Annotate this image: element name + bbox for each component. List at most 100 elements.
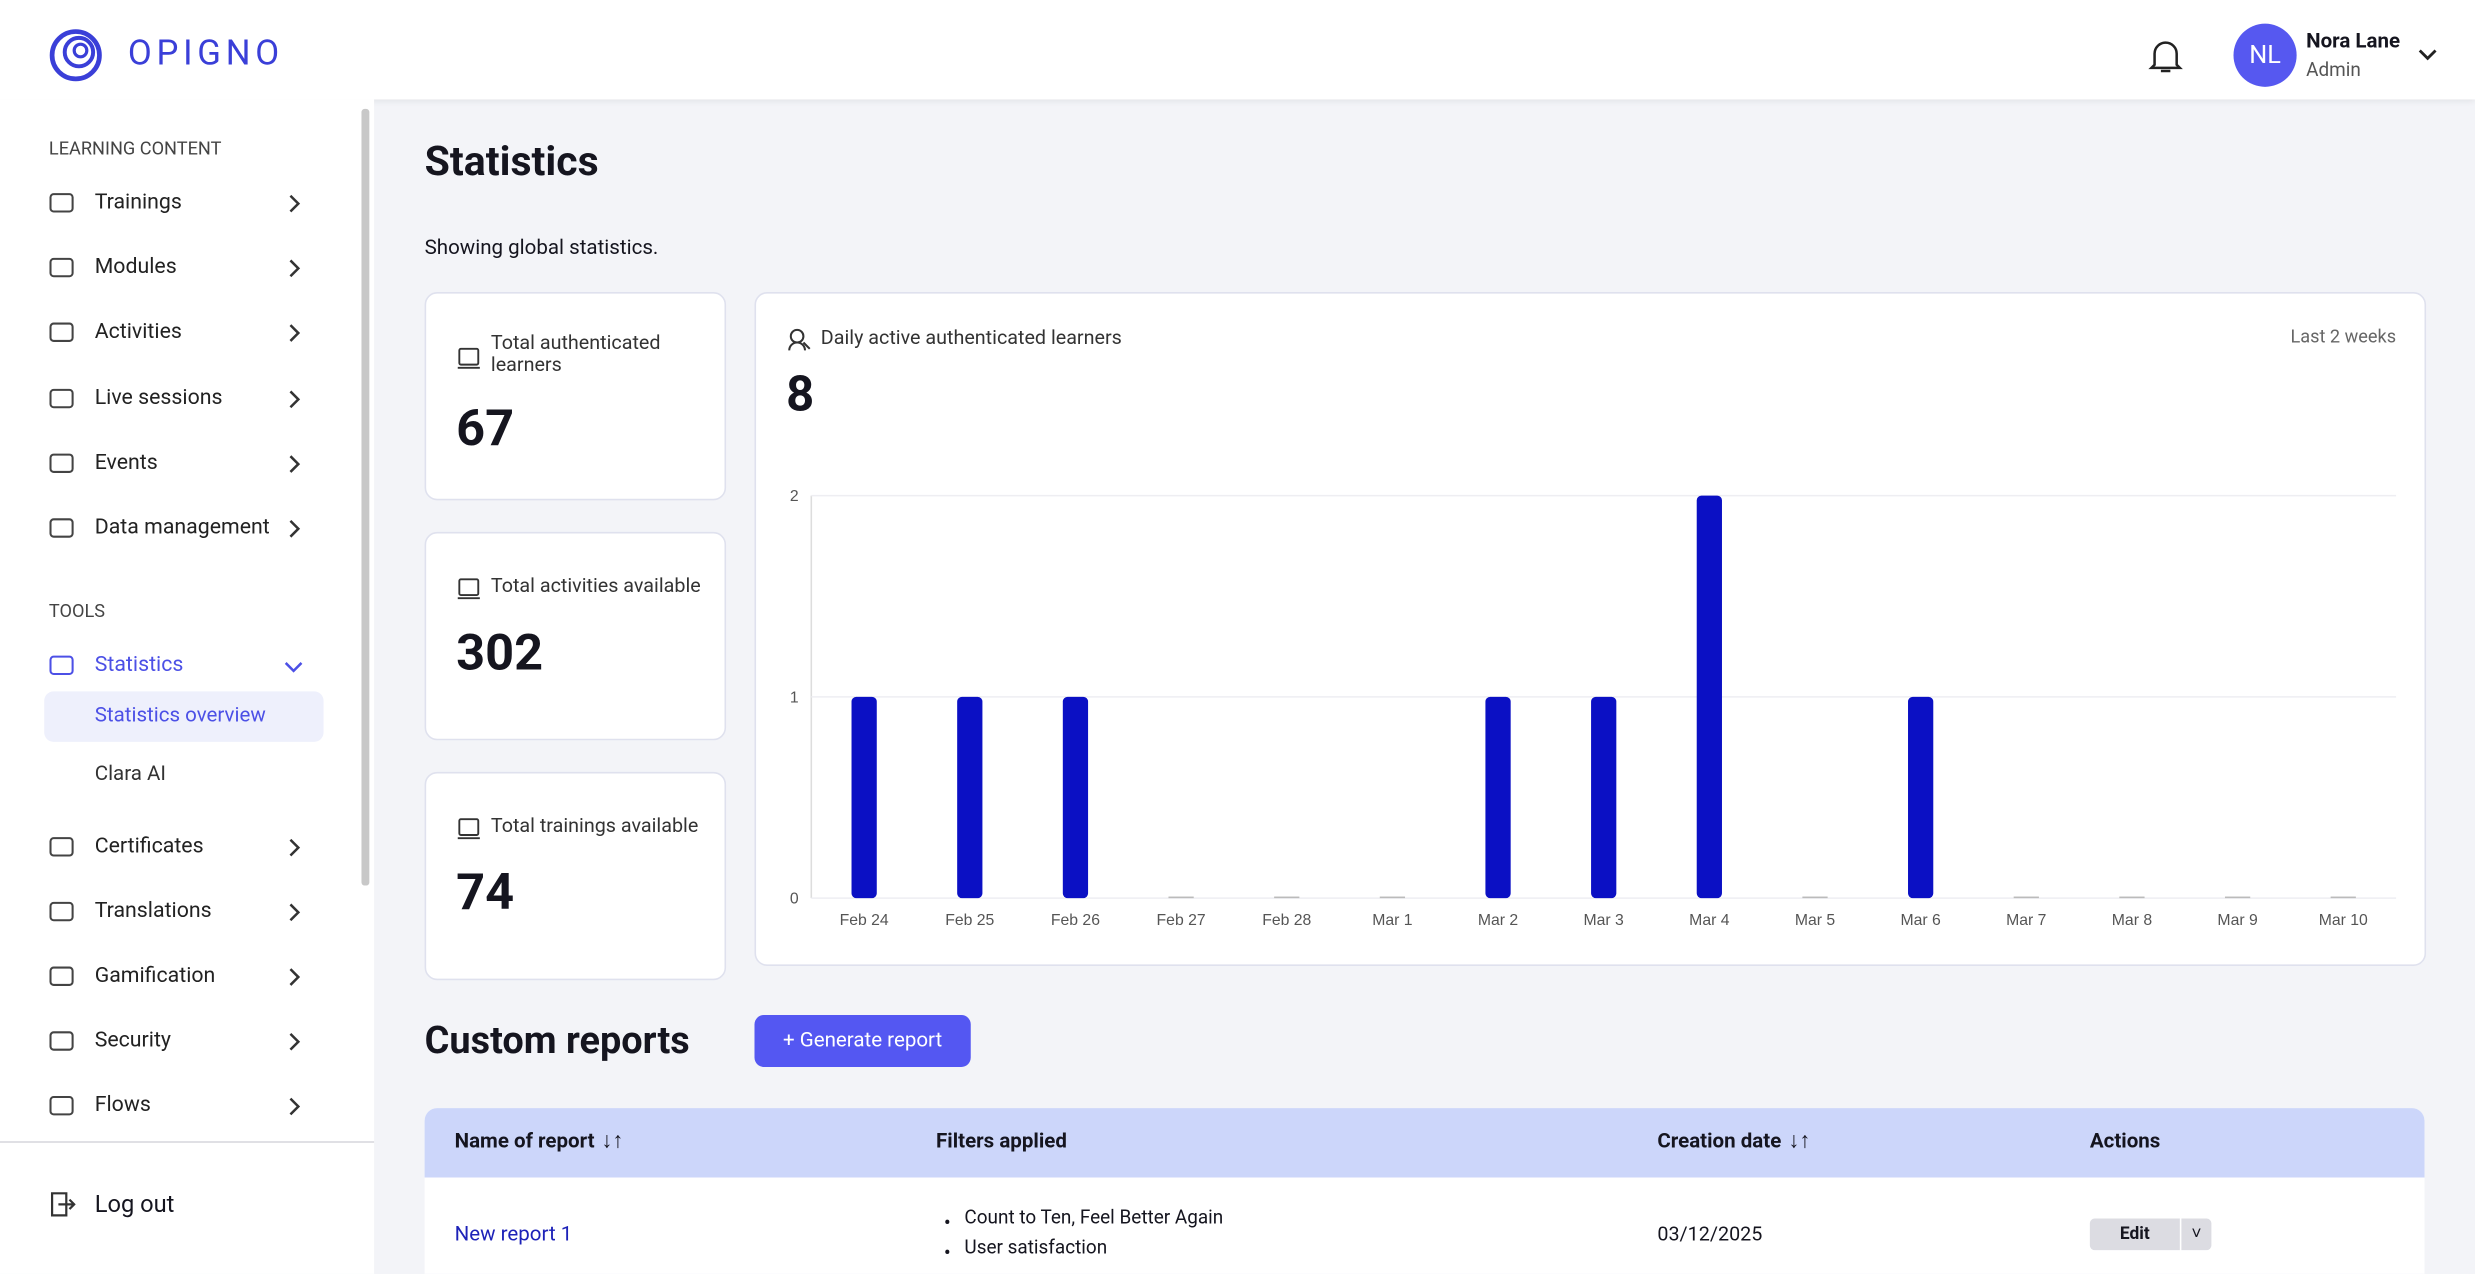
x-tick-label: Mar 9 — [2217, 912, 2258, 929]
bar — [1802, 896, 1828, 899]
nav-item[interactable]: Live sessions — [94, 384, 223, 410]
x-tick-label: Mar 4 — [1689, 912, 1730, 929]
nav-item[interactable]: Translations — [94, 897, 212, 924]
nav-icon — [49, 193, 74, 213]
sidebar: Log out LEARNING CONTENT Trainings Modules… — [0, 99, 375, 1274]
nav-icon — [49, 258, 74, 278]
creation-date: 03/12/2025 — [1657, 1223, 1763, 1247]
nav-chevron[interactable] — [284, 454, 303, 473]
logout-icon — [50, 1192, 76, 1217]
nav-chevron[interactable] — [284, 519, 303, 538]
bar — [1696, 495, 1722, 899]
bar — [1168, 896, 1194, 899]
bar — [1485, 696, 1511, 899]
nav-chevron[interactable] — [284, 324, 303, 343]
nav-subitem[interactable]: Statistics overview — [94, 704, 266, 729]
nav-chevron[interactable] — [284, 1098, 303, 1117]
nav-chevron[interactable] — [284, 259, 303, 278]
scrollbar[interactable] — [361, 108, 370, 886]
bar — [1908, 696, 1934, 899]
x-tick-label: Mar 1 — [1372, 912, 1412, 929]
nav-item[interactable]: Security — [94, 1027, 172, 1054]
nav-chevron[interactable] — [284, 968, 303, 987]
page-title: Statistics — [424, 138, 599, 187]
bar — [2119, 896, 2145, 899]
nav-icon — [49, 323, 74, 343]
chart-period[interactable]: Last 2 weeks — [2290, 325, 2397, 348]
nav-subitem-highlight — [44, 691, 324, 743]
x-tick-label: Feb 28 — [1262, 912, 1311, 929]
nav-icon — [49, 1096, 74, 1117]
x-tick-label: Mar 3 — [1584, 912, 1625, 929]
x-tick-label: Mar 10 — [2319, 912, 2368, 929]
nav-chevron[interactable] — [284, 657, 303, 676]
logout[interactable]: Log out — [94, 1190, 175, 1219]
nav-chevron[interactable] — [284, 903, 303, 922]
nav-icon — [49, 655, 74, 676]
filter-item: Count to Ten, Feel Better Again — [964, 1205, 1224, 1229]
x-tick-label: Mar 2 — [1478, 912, 1518, 929]
stat-label: Total trainings available — [490, 814, 699, 839]
y-tick-label: 0 — [790, 891, 799, 908]
nav-icon — [49, 518, 74, 538]
nav-item[interactable]: Certificates — [94, 832, 204, 859]
logo-icon — [49, 29, 102, 82]
stat-card: Total activities available 302 — [424, 531, 727, 741]
generate-report-button[interactable]: + Generate report — [754, 1014, 971, 1068]
nav-chevron[interactable] — [284, 838, 303, 857]
avatar[interactable]: NL — [2233, 23, 2297, 87]
x-tick-label: Mar 6 — [1900, 912, 1941, 929]
column-header[interactable]: Name of report — [454, 1130, 595, 1154]
stat-label: Total authenticated learners — [490, 331, 661, 378]
nav-chevron[interactable] — [284, 194, 303, 213]
x-tick-label: Feb 25 — [945, 912, 994, 929]
section-title: TOOLS — [48, 600, 106, 623]
divider — [0, 1141, 375, 1143]
stat-icon — [457, 578, 480, 600]
nav-chevron[interactable] — [284, 1033, 303, 1052]
stat-icon — [457, 347, 480, 369]
nav-item[interactable]: Modules — [94, 254, 177, 280]
nav-subitem[interactable]: Clara AI — [94, 762, 167, 786]
x-tick-label: Mar 7 — [2006, 912, 2046, 929]
nav-item[interactable]: Trainings — [94, 189, 182, 215]
stat-card: Total trainings available 74 — [424, 771, 727, 981]
nav-icon — [49, 836, 74, 856]
chart-headline: 8 — [786, 364, 815, 424]
x-tick-label: Mar 5 — [1795, 912, 1836, 929]
nav-item[interactable]: Statistics — [94, 652, 184, 678]
page-subtitle: Showing global statistics. — [424, 236, 659, 261]
sort-icon[interactable]: ↓↑ — [601, 1128, 624, 1154]
nav-item[interactable]: Events — [94, 449, 158, 475]
bar — [1379, 896, 1406, 899]
nav-icon — [49, 901, 74, 921]
notifications[interactable] — [2148, 38, 2183, 76]
bar — [1274, 896, 1300, 899]
edit-button[interactable]: Edit — [2089, 1218, 2180, 1251]
actions-dropdown[interactable]: ˅ — [2181, 1218, 2212, 1251]
chart-icon — [788, 328, 811, 351]
bar — [957, 696, 983, 899]
nav-item[interactable]: Data management — [94, 514, 270, 540]
nav-chevron[interactable] — [284, 389, 303, 408]
section-title: LEARNING CONTENT — [48, 137, 222, 160]
column-header[interactable]: Creation date — [1657, 1130, 1782, 1154]
top-bar: OPIGNO NL Nora Lane Admin — [0, 0, 2475, 100]
x-tick-label: Feb 24 — [840, 912, 889, 929]
sort-icon[interactable]: ↓↑ — [1788, 1128, 1811, 1154]
stat-value: 74 — [456, 861, 515, 922]
report-name[interactable]: New report 1 — [454, 1223, 573, 1247]
nav-item[interactable]: Gamification — [94, 962, 216, 989]
nav-icon — [49, 966, 74, 986]
stat-value: 302 — [456, 621, 544, 682]
filter-bullet: • — [943, 1242, 951, 1266]
nav-item[interactable]: Flows — [94, 1092, 151, 1119]
chart-card: Daily active authenticated learners Last… — [754, 292, 2427, 967]
user-menu-toggle[interactable] — [2418, 47, 2437, 63]
user-name[interactable]: Nora Lane — [2306, 29, 2401, 54]
bar — [2013, 896, 2039, 899]
nav-item[interactable]: Activities — [94, 319, 182, 345]
x-tick-label: Feb 27 — [1157, 912, 1206, 929]
chart-title: Daily active authenticated learners — [820, 326, 1122, 351]
